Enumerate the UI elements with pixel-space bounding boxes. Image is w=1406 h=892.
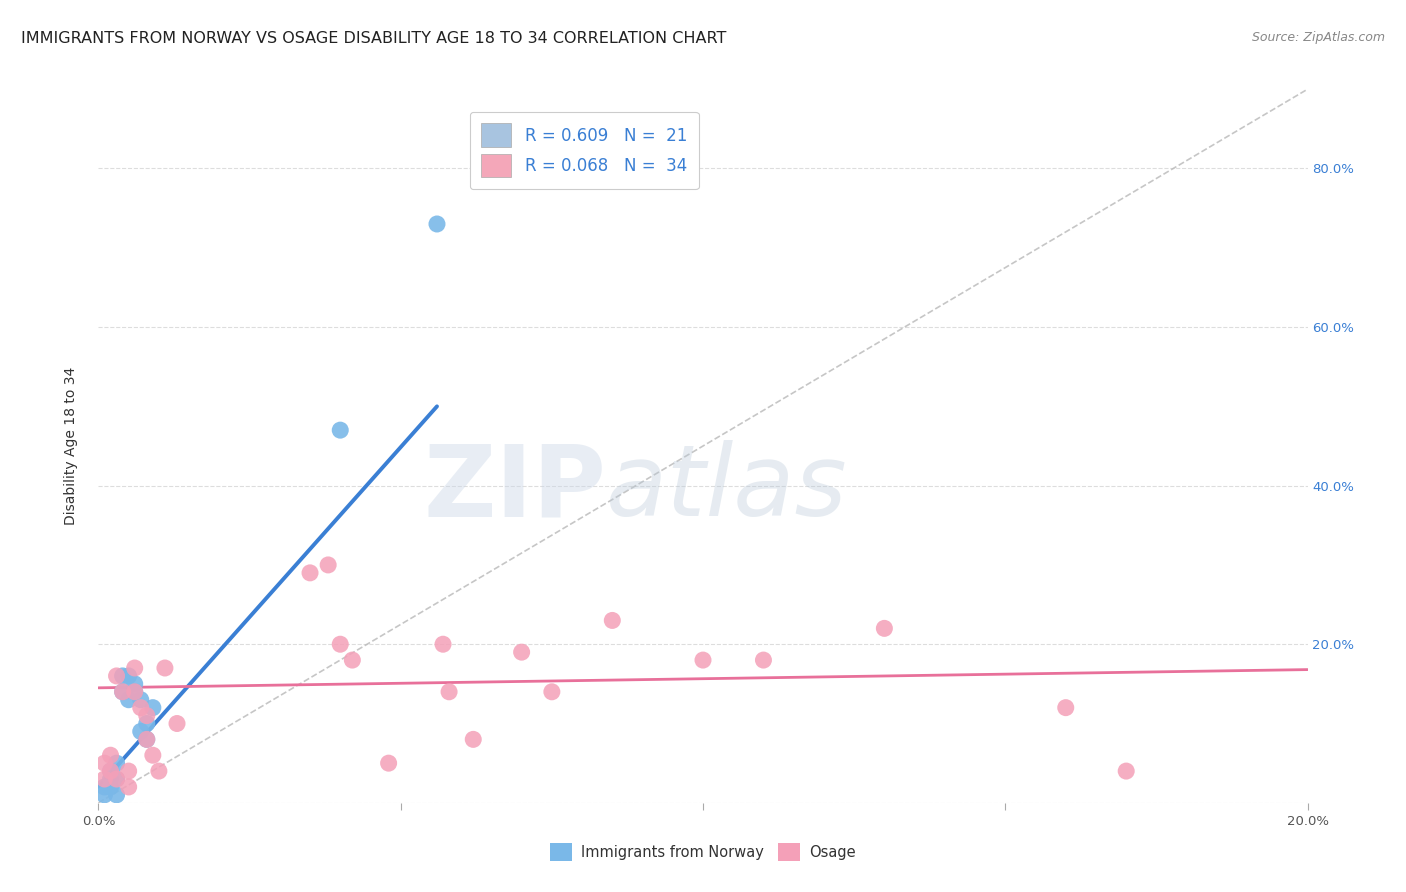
- Point: [118, 780, 141, 794]
- Point: [93, 780, 115, 794]
- Point: [153, 661, 176, 675]
- Point: [93, 788, 115, 802]
- Point: [602, 614, 624, 628]
- Point: [129, 700, 152, 714]
- Point: [118, 692, 141, 706]
- Point: [100, 748, 122, 763]
- Point: [426, 217, 449, 231]
- Point: [105, 788, 128, 802]
- Point: [752, 653, 775, 667]
- Point: [329, 637, 352, 651]
- Point: [105, 772, 128, 786]
- Point: [873, 621, 896, 635]
- Point: [540, 685, 562, 699]
- Point: [100, 772, 122, 786]
- Point: [124, 661, 146, 675]
- Text: ZIP: ZIP: [423, 441, 606, 537]
- Legend: Immigrants from Norway, Osage: Immigrants from Norway, Osage: [544, 838, 862, 867]
- Point: [437, 685, 460, 699]
- Point: [124, 685, 146, 699]
- Point: [118, 764, 141, 778]
- Point: [100, 780, 122, 794]
- Point: [129, 692, 152, 706]
- Point: [135, 716, 157, 731]
- Point: [118, 669, 141, 683]
- Point: [329, 423, 352, 437]
- Point: [142, 700, 165, 714]
- Point: [105, 669, 128, 683]
- Point: [135, 708, 157, 723]
- Point: [111, 685, 134, 699]
- Point: [105, 772, 128, 786]
- Point: [135, 732, 157, 747]
- Point: [1054, 700, 1077, 714]
- Point: [105, 756, 128, 771]
- Point: [316, 558, 339, 572]
- Y-axis label: Disability Age 18 to 34: Disability Age 18 to 34: [63, 367, 77, 525]
- Point: [100, 764, 122, 778]
- Text: IMMIGRANTS FROM NORWAY VS OSAGE DISABILITY AGE 18 TO 34 CORRELATION CHART: IMMIGRANTS FROM NORWAY VS OSAGE DISABILI…: [21, 31, 727, 46]
- Point: [111, 669, 134, 683]
- Point: [463, 732, 485, 747]
- Point: [135, 732, 157, 747]
- Point: [166, 716, 188, 731]
- Point: [93, 772, 115, 786]
- Point: [148, 764, 170, 778]
- Point: [124, 677, 146, 691]
- Point: [299, 566, 322, 580]
- Point: [142, 748, 165, 763]
- Point: [129, 724, 152, 739]
- Point: [111, 685, 134, 699]
- Point: [342, 653, 364, 667]
- Text: Source: ZipAtlas.com: Source: ZipAtlas.com: [1251, 31, 1385, 45]
- Point: [100, 764, 122, 778]
- Point: [93, 756, 115, 771]
- Text: atlas: atlas: [606, 441, 848, 537]
- Point: [377, 756, 399, 771]
- Point: [510, 645, 533, 659]
- Point: [692, 653, 714, 667]
- Point: [124, 685, 146, 699]
- Point: [1115, 764, 1137, 778]
- Point: [432, 637, 454, 651]
